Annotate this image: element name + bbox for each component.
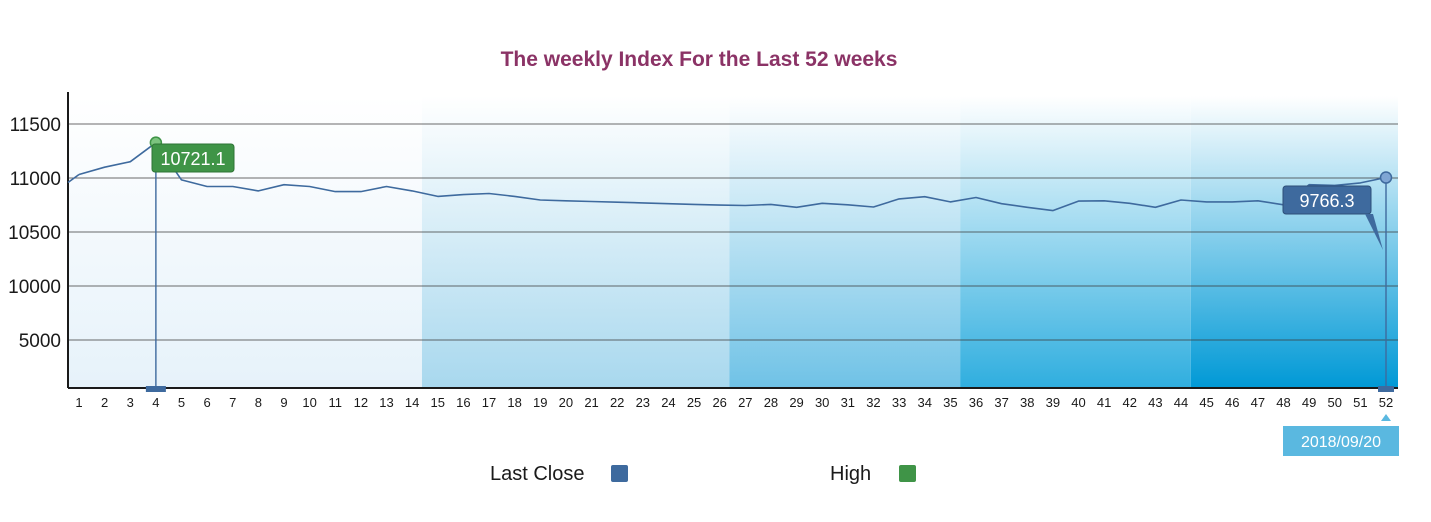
x-tick-label: 25 [687, 395, 701, 410]
x-tick-label: 47 [1251, 395, 1265, 410]
high-callout-box [151, 143, 235, 173]
last-callout-value: 9766.3 [1299, 191, 1354, 211]
x-tick-label: 41 [1097, 395, 1111, 410]
legend-swatch [611, 465, 628, 482]
x-tick-label: 28 [764, 395, 778, 410]
last-point-marker [1379, 171, 1393, 184]
x-tick-label: 33 [892, 395, 906, 410]
legend-label: High [830, 463, 871, 485]
x-tick-label: 21 [584, 395, 598, 410]
x-tick-label: 2 [101, 395, 108, 410]
x-tick-label: 23 [636, 395, 650, 410]
background-band [1190, 96, 1398, 388]
x-tick-label: 50 [1328, 395, 1342, 410]
x-tick-label: 36 [969, 395, 983, 410]
x-tick-label: 30 [815, 395, 829, 410]
axes [67, 92, 1398, 389]
x-tick-label: 4 [152, 395, 159, 410]
last-callout-pointer [1365, 214, 1383, 250]
chart-title: The weekly Index For the Last 52 weeks [501, 48, 898, 71]
series-line-last-close [78, 141, 1387, 212]
x-tick-label: 13 [379, 395, 393, 410]
background-band [960, 96, 1191, 388]
y-tick-label: 10500 [8, 223, 61, 244]
x-tick-label: 44 [1174, 395, 1188, 410]
legend-swatch [899, 465, 916, 482]
x-axis-ticks: 1 2 3 4 5 6 7 8 9 10 11 12 13 14 15 16 17 18 19 20 21 22 23 24 2… [75, 395, 1393, 410]
x-tick-label: 39 [1046, 395, 1060, 410]
x-tick-label: 1 [75, 395, 82, 410]
y-axis-ticks: 11500 11000 10500 10000 5000 [8, 115, 61, 352]
x-tick-label: 19 [533, 395, 547, 410]
x-tick-label: 5 [178, 395, 185, 410]
x-tick-label: 38 [1020, 395, 1034, 410]
x-tick-label: 51 [1353, 395, 1367, 410]
date-box [1283, 426, 1399, 456]
x-tick-label: 42 [1122, 395, 1136, 410]
x-tick-label: 32 [866, 395, 880, 410]
x-tick-label: 43 [1148, 395, 1162, 410]
x-tick-label: 16 [456, 395, 470, 410]
high-axis-marker [145, 386, 166, 392]
x-tick-label: 12 [354, 395, 368, 410]
x-tick-label: 27 [738, 395, 752, 410]
background-band [68, 96, 422, 388]
x-tick-label: 45 [1199, 395, 1213, 410]
background-band [729, 96, 961, 388]
legend: Last Close High [490, 463, 916, 485]
series-line-lead [67, 173, 80, 184]
x-tick-label: 10 [302, 395, 316, 410]
last-axis-marker [1378, 386, 1394, 392]
x-tick-label: 9 [280, 395, 287, 410]
x-tick-label: 17 [482, 395, 496, 410]
date-label: 2018/09/20 [1301, 434, 1381, 451]
x-tick-label: 18 [507, 395, 521, 410]
legend-label: Last Close [490, 463, 585, 485]
x-tick-label: 52 [1379, 395, 1393, 410]
y-tick-label: 11000 [10, 169, 61, 190]
x-tick-label: 46 [1225, 395, 1239, 410]
x-tick-label: 14 [405, 395, 419, 410]
x-tick-label: 49 [1302, 395, 1316, 410]
y-tick-label: 5000 [19, 331, 61, 352]
date-box-pointer [1381, 414, 1391, 421]
x-tick-label: 8 [255, 395, 262, 410]
x-tick-label: 26 [712, 395, 726, 410]
y-tick-label: 10000 [8, 277, 61, 298]
gridlines [68, 123, 1398, 341]
x-tick-label: 40 [1071, 395, 1085, 410]
background-band [421, 96, 730, 388]
series-group [67, 141, 1387, 212]
high-callout-value: 10721.1 [160, 149, 225, 169]
x-tick-label: 48 [1276, 395, 1290, 410]
x-tick-label: 34 [917, 395, 931, 410]
x-tick-label: 11 [329, 395, 343, 410]
x-tick-label: 15 [431, 395, 445, 410]
x-tick-label: 35 [943, 395, 957, 410]
y-tick-label: 11500 [10, 115, 61, 136]
last-callout-box [1282, 185, 1372, 215]
x-tick-label: 29 [789, 395, 803, 410]
x-tick-label: 6 [204, 395, 211, 410]
x-tick-label: 37 [994, 395, 1008, 410]
x-tick-label: 3 [127, 395, 134, 410]
background-bands [68, 96, 1398, 388]
x-tick-label: 20 [559, 395, 573, 410]
annotations: 10721.1 9766.3 2018/09/20 [145, 136, 1399, 456]
x-tick-label: 7 [229, 395, 236, 410]
x-tick-label: 31 [841, 395, 855, 410]
x-tick-label: 22 [610, 395, 624, 410]
x-tick-label: 24 [661, 395, 675, 410]
